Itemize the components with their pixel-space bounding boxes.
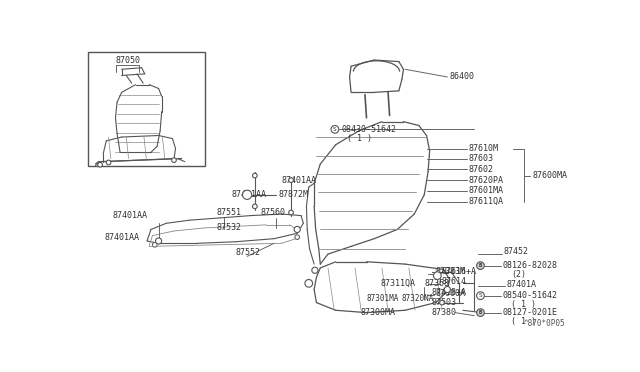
Text: ( 1 ): ( 1 ) [511,301,536,310]
Text: 87611QA: 87611QA [469,197,504,206]
Circle shape [243,190,252,199]
Text: 87380: 87380 [432,308,457,317]
Text: 87320NA: 87320NA [401,294,433,303]
Circle shape [295,235,300,240]
Text: 87603: 87603 [469,154,494,163]
Text: 87614: 87614 [442,277,467,286]
Circle shape [312,267,318,273]
Text: 87401AA: 87401AA [105,232,140,242]
Circle shape [305,279,312,287]
Text: S: S [333,127,337,132]
Circle shape [444,286,451,293]
Circle shape [98,163,102,167]
Circle shape [477,292,484,299]
Text: 87050: 87050 [115,55,140,64]
Text: 08127-0201E: 08127-0201E [503,308,558,317]
Text: ( 1 ): ( 1 ) [511,317,536,326]
Text: 87560: 87560 [260,208,285,217]
Text: 87872M: 87872M [279,190,308,199]
Circle shape [289,210,293,215]
Text: S: S [479,293,483,298]
Text: 87552: 87552 [236,248,260,257]
Text: 87301MA: 87301MA [367,294,399,303]
Text: 86400: 86400 [450,73,475,81]
Text: 08540-51642: 08540-51642 [503,291,558,300]
Circle shape [289,178,293,183]
Text: 87532: 87532 [216,224,241,232]
Text: 87401AA: 87401AA [232,189,267,199]
Circle shape [433,272,441,279]
Circle shape [253,173,257,178]
Circle shape [477,262,484,269]
Text: 87311QA: 87311QA [380,279,415,288]
Text: ^870*0P05: ^870*0P05 [524,319,565,328]
Text: 87401AA: 87401AA [113,211,147,220]
Text: 87401A: 87401A [507,280,536,289]
Text: 87551: 87551 [216,208,241,217]
Text: 87602: 87602 [469,165,494,174]
Text: 08430-51642: 08430-51642 [341,125,396,134]
Circle shape [253,204,257,209]
Text: 87452: 87452 [504,247,529,256]
Circle shape [477,309,484,317]
Circle shape [106,160,111,165]
Circle shape [294,226,300,232]
Text: 87600MA: 87600MA [532,171,567,180]
Circle shape [172,158,176,163]
Text: 87616+A: 87616+A [442,267,477,276]
Text: (2): (2) [511,270,526,279]
Text: 87383M: 87383M [436,267,466,276]
Text: 87503: 87503 [432,298,457,307]
Text: 87300MA: 87300MA [360,308,396,317]
Text: 87601MA: 87601MA [469,186,504,195]
Text: B: B [479,310,482,315]
Text: 87368: 87368 [424,279,449,288]
Text: 87401AA: 87401AA [282,176,317,185]
Text: B: B [479,263,482,268]
Text: 08126-82028: 08126-82028 [503,261,558,270]
Bar [88,52,205,166]
Text: 87610M: 87610M [469,144,499,153]
Circle shape [156,238,162,244]
Text: 87000A: 87000A [436,289,466,298]
Text: 87620PA: 87620PA [469,176,504,185]
Circle shape [152,243,157,247]
Circle shape [331,125,339,133]
Text: 87418+A: 87418+A [432,288,467,297]
Text: ( 1 ): ( 1 ) [348,134,372,143]
Circle shape [440,300,444,305]
